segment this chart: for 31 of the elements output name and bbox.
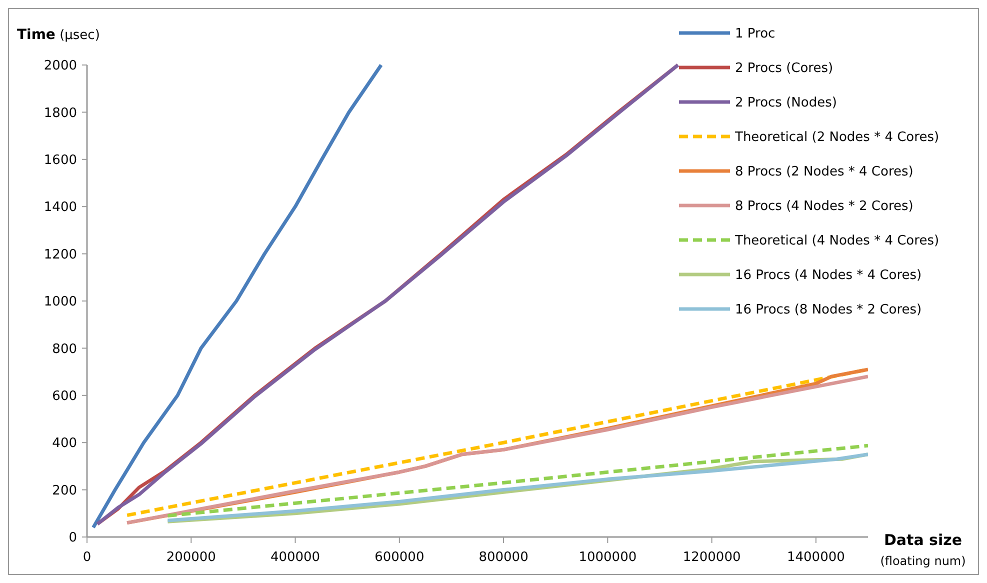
- x-tick-label: 0: [82, 550, 92, 565]
- legend-label: Theoretical (4 Nodes * 4 Cores): [734, 234, 940, 249]
- y-tick-label: 600: [52, 388, 77, 404]
- y-tick-label: 800: [52, 342, 77, 357]
- legend-label: 16 Procs (4 Nodes * 4 Cores): [735, 268, 922, 284]
- y-tick-label: 0: [68, 530, 77, 546]
- y-tick-label: 1400: [44, 200, 77, 216]
- x-tick-label: 200000: [166, 550, 216, 565]
- x-tick-label: 400000: [270, 550, 320, 565]
- x-tick-label: 1200000: [682, 550, 741, 565]
- y-axis-title: Time (µsec): [17, 27, 100, 43]
- legend-label: 2 Procs (Nodes): [735, 96, 837, 111]
- x-axis-title: Data size (floating num): [880, 531, 966, 568]
- y-tick-label: 1200: [44, 247, 77, 262]
- x-tick-label: 800000: [478, 550, 528, 565]
- legend-label: 16 Procs (8 Nodes * 2 Cores): [735, 302, 922, 318]
- y-tick-label: 400: [52, 436, 77, 452]
- y-tick-label: 1600: [44, 152, 77, 168]
- x-tick-label: 1400000: [786, 550, 845, 565]
- x-tick-label: 1000000: [578, 550, 637, 565]
- legend-label: 1 Proc: [735, 26, 776, 42]
- y-tick-label: 1000: [44, 294, 77, 310]
- x-tick-label: 600000: [374, 550, 424, 565]
- line-series: [92, 63, 383, 530]
- y-tick-label: 200: [52, 483, 77, 498]
- legend-label: Theoretical (2 Nodes * 4 Cores): [734, 130, 940, 146]
- legend-label: 2 Procs (Cores): [735, 61, 834, 76]
- legend-label: 8 Procs (2 Nodes * 4 Cores): [735, 164, 914, 180]
- y-tick-label: 1800: [44, 106, 77, 121]
- legend-label: 8 Procs (4 Nodes * 2 Cores): [735, 199, 914, 214]
- y-tick-label: 2000: [44, 58, 77, 74]
